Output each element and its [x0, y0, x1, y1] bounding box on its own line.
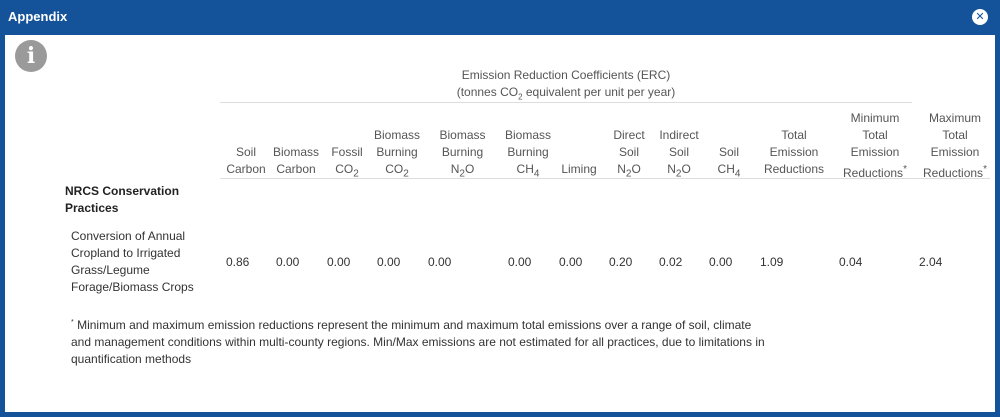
value-liming: 0.00: [559, 255, 583, 269]
dialog-title: Appendix: [8, 9, 68, 24]
col-header-direct-soil-n2o: Direct Soil N2O: [613, 128, 645, 180]
value-indirect-soil-n2o: 0.02: [659, 255, 683, 269]
value-biomass-burning-ch4: 0.00: [508, 255, 532, 269]
col-header-biomass-carbon: Biomass Carbon: [272, 145, 319, 176]
col-header-biomass-burning-co2: Biomass Burning CO2: [373, 128, 420, 180]
footnote-text: Minimum and maximum emission reductions …: [71, 318, 765, 366]
col-header-maximum-total-emission-reductions: Maximum Total Emission Reductions*: [923, 111, 987, 180]
value-maximum-total-emission-reductions: 2.04: [919, 255, 943, 269]
value-biomass-burning-co2: 0.00: [377, 255, 401, 269]
value-minimum-total-emission-reductions: 0.04: [839, 255, 863, 269]
header-divider: [220, 102, 912, 103]
erc-group-header: Emission Reduction Coefficients (ERC) (t…: [220, 67, 912, 105]
col-header-fossil-co2: Fossil CO2: [331, 145, 363, 180]
appendix-content: Emission Reduction Coefficients (ERC) (t…: [5, 35, 995, 412]
erc-header-line2: (tonnes CO2 equivalent per unit per year…: [456, 85, 676, 102]
practice-name: Conversion of Annual Cropland to Irrigat…: [71, 229, 194, 294]
value-fossil-co2: 0.00: [327, 255, 351, 269]
col-header-total-emission-reductions: Total Emission Reductions: [763, 128, 825, 176]
dialog-titlebar: Appendix ✕: [0, 0, 1000, 35]
value-total-emission-reductions: 1.09: [760, 255, 784, 269]
col-header-minimum-total-emission-reductions: Minimum Total Emission Reductions*: [843, 111, 907, 180]
col-header-biomass-burning-ch4: Biomass Burning CH4: [504, 128, 551, 180]
col-header-indirect-soil-n2o: Indirect Soil N2O: [659, 128, 699, 180]
value-soil-carbon: 0.86: [226, 255, 250, 269]
row-group-label: NRCS Conservation Practices: [65, 184, 180, 215]
value-biomass-burning-n2o: 0.00: [428, 255, 452, 269]
value-direct-soil-n2o: 0.20: [609, 255, 633, 269]
col-header-soil-ch4: Soil CH4: [717, 145, 741, 180]
col-header-biomass-burning-n2o: Biomass Burning N2O: [439, 128, 486, 180]
col-header-soil-carbon: Soil Carbon: [226, 145, 266, 176]
footnote-marker: *: [71, 319, 74, 326]
value-biomass-carbon: 0.00: [276, 255, 300, 269]
column-header-divider: [220, 178, 990, 179]
info-icon: i: [15, 40, 47, 72]
footnote: * Minimum and maximum emission reduction…: [71, 314, 771, 368]
close-icon[interactable]: ✕: [972, 9, 988, 25]
value-soil-ch4: 0.00: [709, 255, 733, 269]
col-header-liming: Liming: [561, 162, 597, 176]
erc-header-line1: Emission Reduction Coefficients (ERC): [461, 68, 671, 82]
